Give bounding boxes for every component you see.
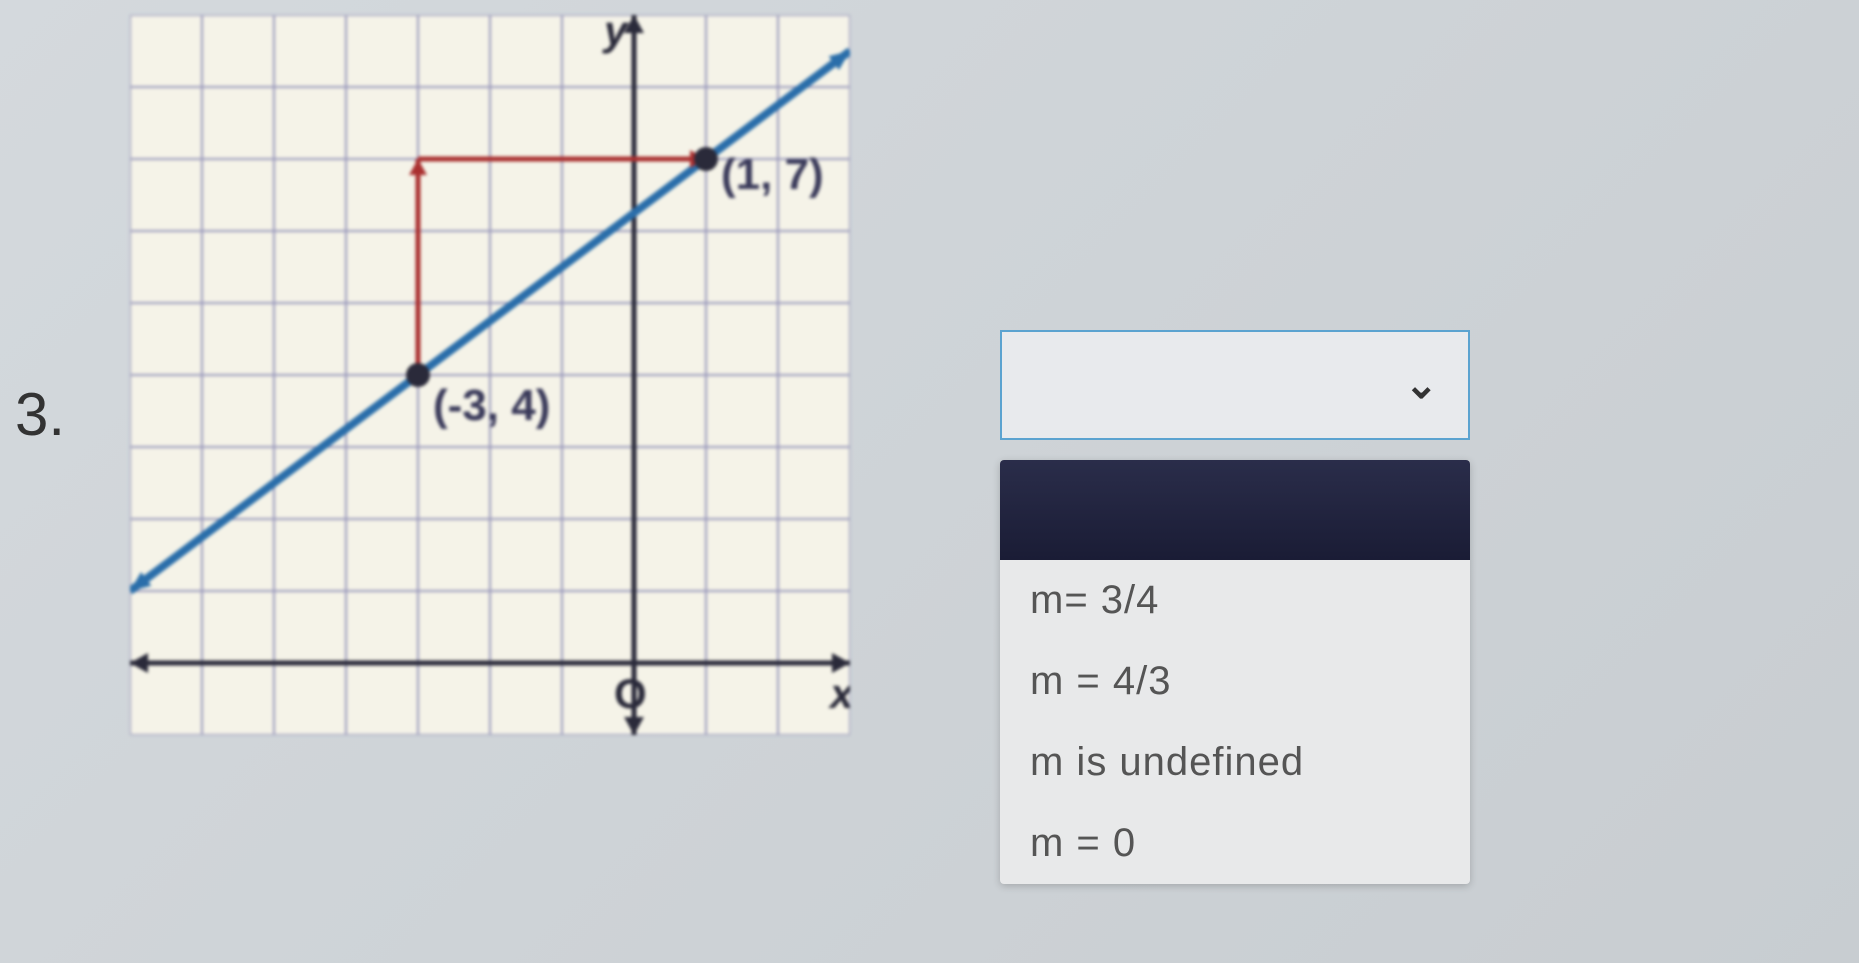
dropdown-option-0[interactable]: m= 3/4 [1000,560,1470,641]
svg-text:(-3, 4): (-3, 4) [433,381,550,430]
svg-text:x: x [828,670,850,717]
question-number: 3. [15,380,65,449]
svg-text:y: y [602,15,630,54]
dropdown-option-3[interactable]: m = 0 [1000,803,1470,884]
chevron-down-icon: ⌄ [1404,362,1438,408]
dropdown-option-1[interactable]: m = 4/3 [1000,641,1470,722]
coordinate-graph: y x O (-3, 4) (1, 7) [130,15,850,735]
dropdown-options-list: m= 3/4 m = 4/3 m is undefined m = 0 [1000,460,1470,884]
dropdown-header [1000,460,1470,560]
svg-text:(1, 7): (1, 7) [721,150,824,199]
answer-dropdown[interactable]: ⌄ [1000,330,1470,440]
dropdown-option-2[interactable]: m is undefined [1000,722,1470,803]
svg-text:O: O [614,670,647,717]
